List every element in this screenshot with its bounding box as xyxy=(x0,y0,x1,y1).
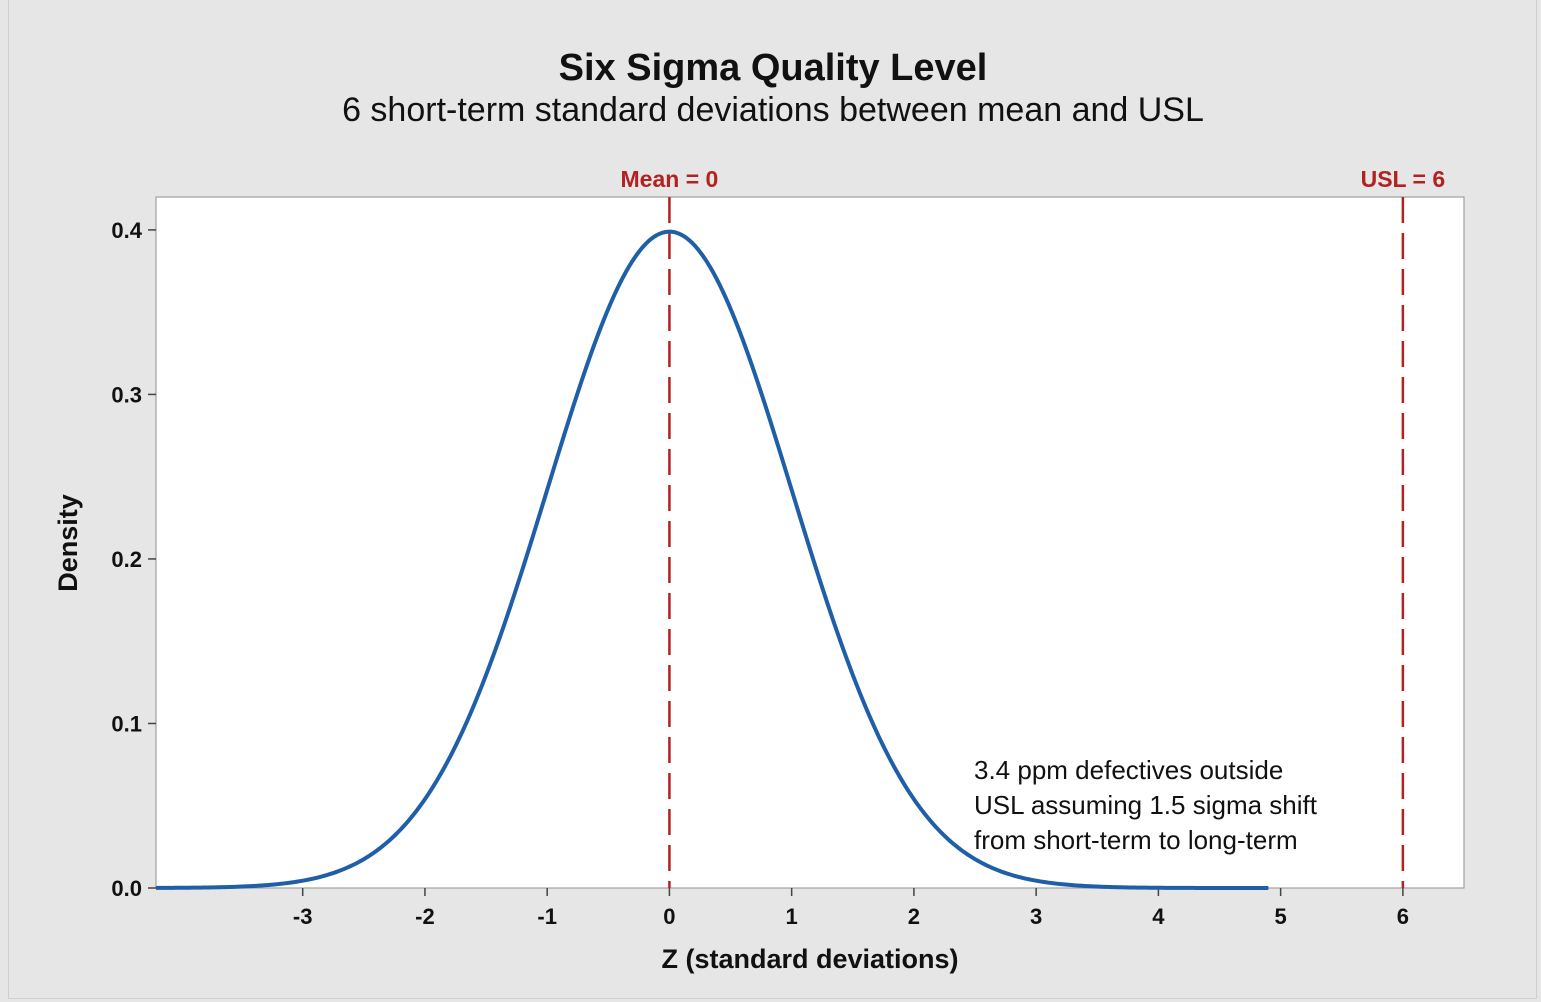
y-tick-label: 0.3 xyxy=(111,382,142,407)
reference-line-label: Mean = 0 xyxy=(621,166,719,192)
chart-title: Six Sigma Quality Level xyxy=(559,47,988,89)
annotation-line-2: USL assuming 1.5 sigma shift xyxy=(974,790,1318,820)
x-tick-label: 1 xyxy=(786,904,798,929)
x-tick-label: 5 xyxy=(1275,904,1287,929)
y-tick-label: 0.2 xyxy=(111,547,142,572)
y-axis: 0.0 0.1 0.2 0.3 0.4 xyxy=(111,218,156,901)
chart-frame: Six Sigma Quality Level 6 short-term sta… xyxy=(8,0,1537,999)
reference-lines: Mean = 0 USL = 6 xyxy=(621,166,1446,888)
x-tick-label: -1 xyxy=(537,904,557,929)
x-tick-label: 3 xyxy=(1030,904,1042,929)
annotation-box: 3.4 ppm defectives outside USL assuming … xyxy=(974,755,1318,855)
x-tick-label: 4 xyxy=(1152,904,1165,929)
annotation-line-3: from short-term to long-term xyxy=(974,825,1298,855)
x-tick-label: 0 xyxy=(663,904,675,929)
density-curve xyxy=(155,229,1269,890)
x-tick-label: -2 xyxy=(415,904,435,929)
y-tick-label: 0.4 xyxy=(111,218,142,243)
reference-line-label: USL = 6 xyxy=(1361,166,1446,192)
annotation-line-1: 3.4 ppm defectives outside xyxy=(974,755,1283,785)
x-axis: -3 -2 -1 0 1 2 3 4 5 6 xyxy=(293,888,1409,929)
chart-subtitle: 6 short-term standard deviations between… xyxy=(342,91,1204,129)
x-tick-label: 2 xyxy=(908,904,920,929)
y-tick-label: 0.1 xyxy=(111,711,142,736)
series-group xyxy=(155,229,1269,890)
x-axis-label: Z (standard deviations) xyxy=(661,944,958,974)
y-tick-label: 0.0 xyxy=(111,876,142,901)
x-tick-label: 6 xyxy=(1397,904,1409,929)
y-axis-label: Density xyxy=(53,494,83,592)
chart-svg: Six Sigma Quality Level 6 short-term sta… xyxy=(53,47,1465,974)
x-tick-label: -3 xyxy=(293,904,313,929)
